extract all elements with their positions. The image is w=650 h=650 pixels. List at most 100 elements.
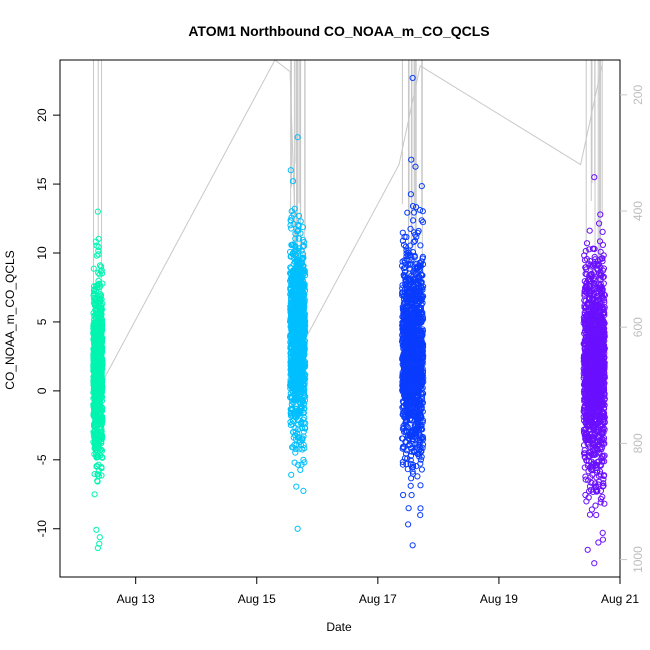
x-tick-label: Aug 17 <box>359 592 397 606</box>
data-point <box>300 346 307 353</box>
secondary-y-tick-label: 200 <box>631 85 645 105</box>
series-flight-3 <box>399 74 427 549</box>
data-point <box>414 473 421 480</box>
data-point <box>287 217 294 224</box>
data-point <box>90 358 97 365</box>
data-point <box>295 223 302 230</box>
data-point <box>407 191 414 198</box>
data-point <box>288 367 295 374</box>
data-point <box>299 436 306 443</box>
data-point <box>417 512 424 519</box>
data-point <box>94 282 101 289</box>
data-point <box>295 324 302 331</box>
data-point <box>96 347 103 354</box>
data-point <box>287 285 294 292</box>
data-point <box>402 274 409 281</box>
data-point <box>297 218 304 225</box>
data-point <box>298 404 306 411</box>
data-point <box>99 405 106 412</box>
data-point <box>95 269 102 276</box>
data-point <box>288 471 295 478</box>
x-tick-label: Aug 13 <box>117 592 155 606</box>
data-point <box>295 212 303 219</box>
data-point <box>292 432 299 439</box>
data-point <box>409 461 417 468</box>
data-point <box>94 359 101 366</box>
data-point <box>289 405 296 412</box>
data-point <box>409 464 416 471</box>
data-point <box>293 407 300 414</box>
data-point <box>290 399 297 406</box>
data-point <box>289 406 296 414</box>
data-point <box>300 433 307 440</box>
data-point <box>400 241 408 248</box>
data-point <box>412 163 419 170</box>
data-point <box>98 420 105 427</box>
data-point <box>288 271 295 278</box>
data-point <box>92 415 99 423</box>
x-tick-label: Aug 21 <box>601 592 639 606</box>
y-tick-label: 15 <box>35 177 49 191</box>
data-point <box>95 442 102 449</box>
data-point <box>92 336 99 343</box>
data-point <box>290 255 297 262</box>
data-point <box>96 405 103 412</box>
data-point <box>289 420 296 427</box>
data-point <box>289 444 296 451</box>
data-point-min <box>294 525 301 532</box>
data-point <box>90 283 98 290</box>
data-point <box>98 433 105 440</box>
data-point <box>405 521 412 528</box>
data-point <box>293 303 300 310</box>
data-point <box>301 361 309 368</box>
data-point <box>300 400 308 407</box>
data-point <box>91 451 98 458</box>
data-point-max <box>294 134 301 141</box>
data-point <box>94 299 101 306</box>
data-point <box>418 466 425 473</box>
y-tick-label: -5 <box>35 454 49 465</box>
secondary-y-tick-label: 800 <box>631 433 645 453</box>
data-point <box>299 312 306 319</box>
data-point <box>410 463 417 470</box>
data-point <box>297 339 304 346</box>
data-point <box>586 227 593 234</box>
data-point <box>288 381 296 388</box>
data-point <box>299 362 306 369</box>
data-point <box>302 272 309 279</box>
data-point <box>93 526 100 533</box>
data-point <box>288 265 295 272</box>
data-point <box>419 326 426 333</box>
data-point <box>593 511 600 519</box>
data-point <box>289 178 297 185</box>
data-point <box>302 425 309 432</box>
data-point <box>290 327 297 334</box>
data-point <box>93 242 100 249</box>
data-point <box>407 242 414 249</box>
data-point <box>96 534 103 541</box>
data-point <box>299 397 306 404</box>
data-point <box>410 447 417 455</box>
data-point <box>292 343 299 350</box>
data-point <box>298 268 305 275</box>
data-point <box>294 377 301 384</box>
data-point <box>409 203 417 210</box>
data-point <box>95 281 103 288</box>
data-point <box>294 292 301 299</box>
data-point <box>599 241 607 248</box>
data-point <box>93 398 100 406</box>
data-point <box>298 247 305 254</box>
y-tick-label: 10 <box>35 246 49 260</box>
data-point <box>298 296 305 303</box>
data-point <box>295 382 302 389</box>
data-point <box>92 238 100 245</box>
data-point <box>96 262 104 269</box>
data-point <box>95 421 102 428</box>
data-point <box>408 156 415 163</box>
x-tick-label: Aug 19 <box>480 592 518 606</box>
data-point <box>300 377 307 384</box>
data-point <box>93 304 100 311</box>
data-point-min <box>591 560 598 567</box>
